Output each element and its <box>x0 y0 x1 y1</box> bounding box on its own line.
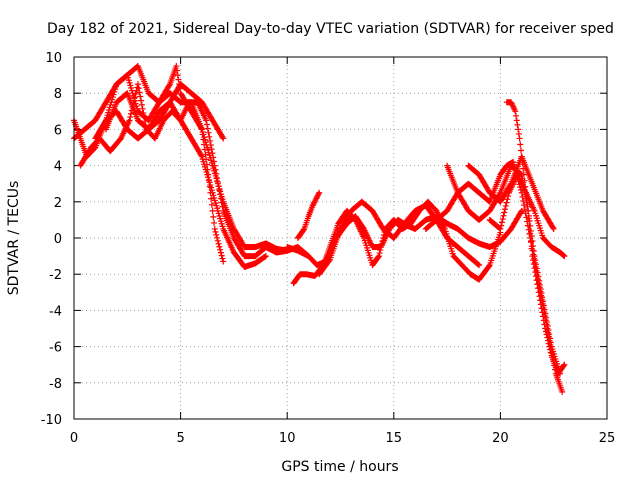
y-tick-label: -8 <box>49 377 62 392</box>
series-track-7 <box>284 207 525 269</box>
x-tick-label: 25 <box>599 431 616 446</box>
plot-frame <box>73 56 608 420</box>
y-tick-label: 6 <box>54 123 62 138</box>
data-point-markers <box>465 153 557 232</box>
series-track-14 <box>465 153 557 232</box>
y-tick-label: 8 <box>54 87 62 102</box>
y-tick-label: -6 <box>49 341 62 356</box>
chart-title: Day 182 of 2021, Sidereal Day-to-day VTE… <box>47 21 614 37</box>
y-tick-label: -4 <box>49 304 62 319</box>
x-tick-label: 5 <box>176 431 184 446</box>
series-track-9 <box>316 198 483 278</box>
y-tick-label: 0 <box>54 232 62 247</box>
data-point-markers <box>503 99 568 377</box>
data-point-markers <box>316 198 483 278</box>
x-tick-label: 20 <box>492 431 509 446</box>
series-track-3 <box>77 81 312 260</box>
y-tick-label: 4 <box>54 160 62 175</box>
y-tick-label: -10 <box>41 413 62 428</box>
data-markers <box>71 63 568 395</box>
data-point-markers <box>92 99 269 270</box>
x-axis-label: GPS time / hours <box>281 459 398 475</box>
axis-ticks: 0 5 10 15 20 25 -10 -8 -6 -4 -2 0 2 4 6 8 10 <box>41 51 616 446</box>
x-tick-label: 0 <box>70 431 78 446</box>
series-track-12 <box>503 99 568 377</box>
data-point-markers <box>284 207 525 269</box>
x-tick-label: 15 <box>386 431 403 446</box>
grid <box>74 57 607 419</box>
data-point-markers <box>102 81 227 142</box>
y-tick-label: 10 <box>45 51 62 66</box>
x-tick-label: 10 <box>279 431 296 446</box>
y-tick-label: 2 <box>54 196 62 211</box>
series-track-8 <box>294 189 323 241</box>
data-point-markers <box>294 189 323 241</box>
y-axis-label: SDTVAR / TECUs <box>6 181 22 296</box>
series-track-4 <box>92 99 269 270</box>
data-point-markers <box>77 81 312 260</box>
y-tick-label: -2 <box>49 268 62 283</box>
series-track-5 <box>102 81 227 142</box>
